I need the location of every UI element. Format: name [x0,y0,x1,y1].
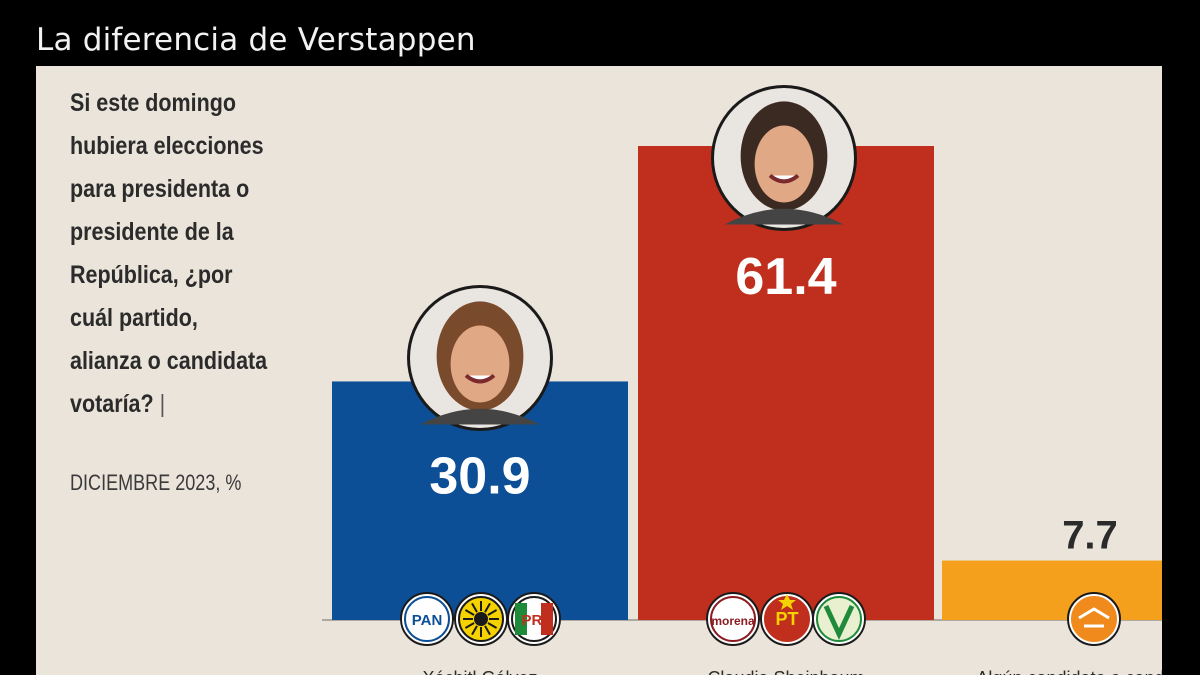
morena-logo-icon: morena [706,592,760,646]
page-title: La diferencia de Verstappen [36,22,476,58]
bar-chart: 30.9 Xóchitl Gálvez 61.4 Claudia Sheinbaum 7… [322,85,1162,675]
pan-logo-icon: PAN [400,592,454,646]
value-label-2: 61.4 [735,248,836,306]
value-label-1: 30.9 [429,447,530,505]
portrait-claudia-icon [711,85,857,231]
pvem-logo-icon [812,592,866,646]
mc-logo-icon [1067,592,1121,646]
pri-logo-icon: PRI [507,592,561,646]
svg-text:morena: morena [711,614,755,628]
chart-panel: Si este domingo hubiera elecciones para … [36,66,1162,675]
value-label-3: 7.7 [1062,514,1118,558]
category-label-2: Claudia Sheinbaum [707,668,864,675]
category-label-3: Algún candidato o candidata [976,668,1162,675]
pt-logo-icon: PT [760,592,814,646]
bar-3 [942,560,1162,620]
question-text: Si este domingo hubiera elecciones para … [70,89,268,418]
svg-text:PT: PT [775,609,798,629]
chart-question: Si este domingo hubiera elecciones para … [70,82,268,426]
svg-text:PRI: PRI [521,612,546,629]
portrait-xochitl-icon [407,285,553,431]
svg-text:PAN: PAN [412,612,443,629]
category-label-1: Xóchitl Gálvez [422,668,537,675]
question-separator: | [159,390,166,418]
prd-logo-icon [454,592,508,646]
chart-subtitle: DICIEMBRE 2023, % [70,470,242,495]
